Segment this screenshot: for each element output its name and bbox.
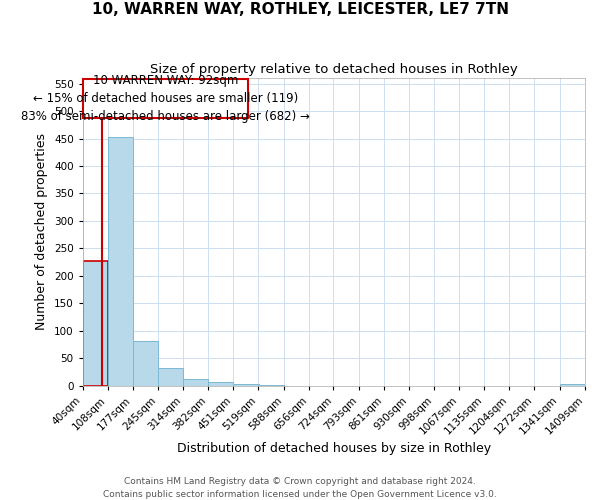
Title: Size of property relative to detached houses in Rothley: Size of property relative to detached ho… [150,62,518,76]
Text: Contains HM Land Registry data © Crown copyright and database right 2024.
Contai: Contains HM Land Registry data © Crown c… [103,478,497,499]
Bar [183,378,208,386]
Text: 10 WARREN WAY: 92sqm
← 15% of detached houses are smaller (119)
83% of semi-deta: 10 WARREN WAY: 92sqm ← 15% of detached h… [21,74,310,123]
Text: 10, WARREN WAY, ROTHLEY, LEICESTER, LE7 7TN: 10, WARREN WAY, ROTHLEY, LEICESTER, LE7 … [91,2,509,18]
Bar [107,138,133,386]
Bar [83,79,248,118]
Bar [208,382,233,386]
Bar [560,384,585,386]
Bar [233,384,259,386]
Bar [158,368,183,386]
Bar [83,260,108,386]
Bar [133,341,158,386]
Y-axis label: Number of detached properties: Number of detached properties [35,134,49,330]
X-axis label: Distribution of detached houses by size in Rothley: Distribution of detached houses by size … [177,442,491,455]
